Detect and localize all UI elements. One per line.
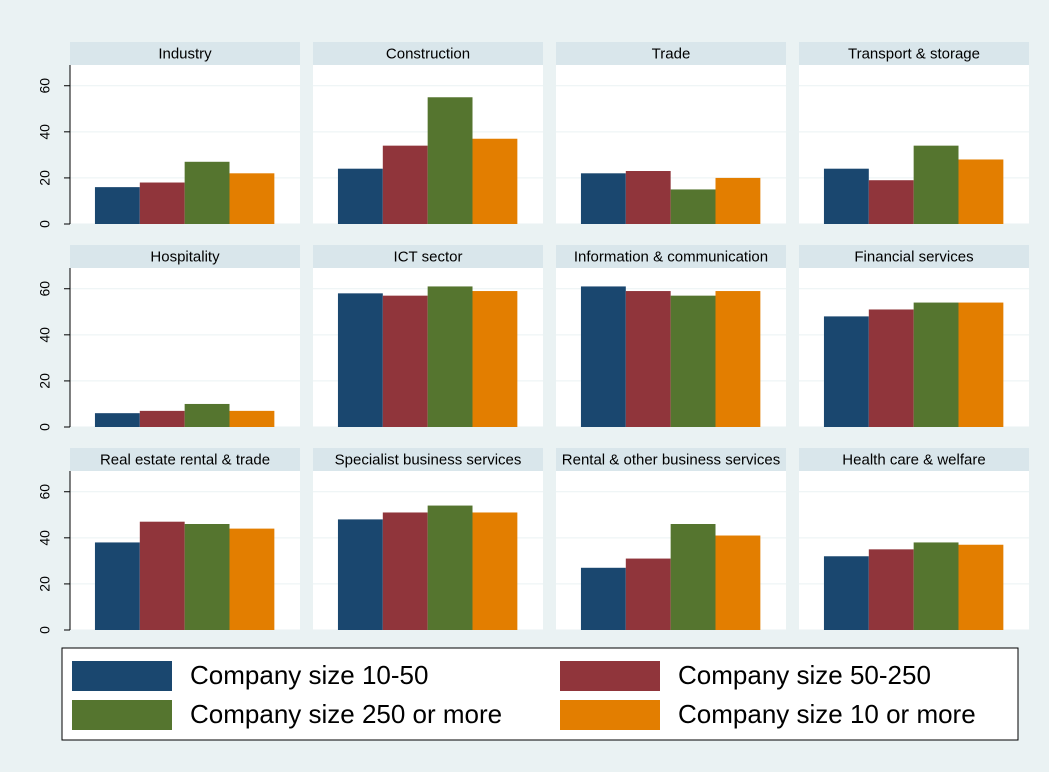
panel-header bbox=[70, 448, 300, 471]
y-tick-label: 0 bbox=[37, 220, 53, 228]
bar bbox=[94, 542, 140, 630]
bar bbox=[427, 505, 473, 630]
panel-header bbox=[799, 245, 1029, 268]
panel-header bbox=[556, 245, 786, 268]
bar bbox=[184, 403, 230, 427]
legend-swatch bbox=[560, 700, 660, 730]
panel-header bbox=[313, 42, 543, 65]
legend-swatch bbox=[72, 661, 172, 691]
panel-header bbox=[556, 448, 786, 471]
bar bbox=[715, 177, 761, 224]
bar bbox=[823, 168, 869, 224]
panel-header bbox=[799, 448, 1029, 471]
panel-title: Trade bbox=[652, 45, 691, 62]
bar bbox=[139, 182, 185, 224]
bar bbox=[139, 410, 185, 427]
panel-title: ICT sector bbox=[394, 248, 463, 265]
bar bbox=[625, 171, 671, 224]
panel-header bbox=[313, 245, 543, 268]
bar bbox=[229, 528, 275, 630]
bar bbox=[913, 145, 959, 224]
bar bbox=[625, 291, 671, 427]
bar bbox=[715, 535, 761, 630]
bar bbox=[472, 512, 518, 630]
y-tick-label: 20 bbox=[37, 170, 53, 186]
bar bbox=[427, 97, 473, 224]
bar bbox=[184, 161, 230, 224]
y-tick-label: 60 bbox=[37, 78, 53, 94]
legend-label: Company size 250 or more bbox=[190, 699, 502, 729]
bar bbox=[823, 556, 869, 630]
y-tick-label: 60 bbox=[37, 484, 53, 500]
bar bbox=[958, 159, 1004, 224]
legend-swatch bbox=[72, 700, 172, 730]
panel-title: Real estate rental & trade bbox=[100, 451, 270, 468]
bar bbox=[337, 168, 383, 224]
panel-title: Rental & other business services bbox=[562, 451, 780, 468]
panel-title: Specialist business services bbox=[335, 451, 522, 468]
bar bbox=[382, 295, 428, 427]
y-tick-label: 40 bbox=[37, 124, 53, 140]
bar bbox=[670, 524, 716, 630]
panel-header bbox=[556, 42, 786, 65]
bar bbox=[913, 542, 959, 630]
y-tick-label: 60 bbox=[37, 281, 53, 297]
legend-swatch bbox=[560, 661, 660, 691]
panel-title: Hospitality bbox=[150, 248, 220, 265]
panel-title: Financial services bbox=[854, 248, 973, 265]
panel-header bbox=[313, 448, 543, 471]
bar bbox=[382, 145, 428, 224]
panel-title: Health care & welfare bbox=[842, 451, 985, 468]
bar bbox=[184, 524, 230, 630]
panel-header bbox=[799, 42, 1029, 65]
bar bbox=[94, 187, 140, 224]
bar bbox=[580, 286, 626, 427]
y-tick-label: 20 bbox=[37, 576, 53, 592]
bar bbox=[229, 410, 275, 427]
bar bbox=[715, 291, 761, 427]
bar bbox=[382, 512, 428, 630]
panel-title: Information & communication bbox=[574, 248, 768, 265]
panel-header bbox=[70, 42, 300, 65]
y-tick-label: 40 bbox=[37, 327, 53, 343]
bar bbox=[139, 521, 185, 630]
y-tick-label: 0 bbox=[37, 423, 53, 431]
bar bbox=[823, 316, 869, 427]
y-tick-label: 40 bbox=[37, 530, 53, 546]
bar bbox=[958, 302, 1004, 427]
bar bbox=[868, 309, 914, 427]
bar bbox=[580, 173, 626, 224]
bar bbox=[472, 291, 518, 427]
bar bbox=[670, 189, 716, 224]
legend-label: Company size 50-250 bbox=[678, 660, 931, 690]
bar bbox=[472, 138, 518, 224]
legend-box bbox=[61, 647, 1019, 741]
legend-label: Company size 10 or more bbox=[678, 699, 976, 729]
y-tick-label: 20 bbox=[37, 373, 53, 389]
bar bbox=[94, 413, 140, 427]
legend-label: Company size 10-50 bbox=[190, 660, 428, 690]
panel-header bbox=[70, 245, 300, 268]
bar bbox=[337, 519, 383, 630]
panel-title: Transport & storage bbox=[848, 45, 980, 62]
plot-area bbox=[70, 268, 300, 427]
panel-title: Industry bbox=[158, 45, 212, 62]
bar bbox=[670, 295, 716, 427]
panel-title: Construction bbox=[386, 45, 470, 62]
bar bbox=[580, 567, 626, 630]
bar bbox=[868, 180, 914, 224]
bar bbox=[913, 302, 959, 427]
y-tick-label: 0 bbox=[37, 626, 53, 634]
bar bbox=[625, 558, 671, 630]
bar bbox=[337, 293, 383, 427]
bar bbox=[868, 549, 914, 630]
bar bbox=[427, 286, 473, 427]
bar bbox=[229, 173, 275, 224]
bar bbox=[958, 544, 1004, 630]
